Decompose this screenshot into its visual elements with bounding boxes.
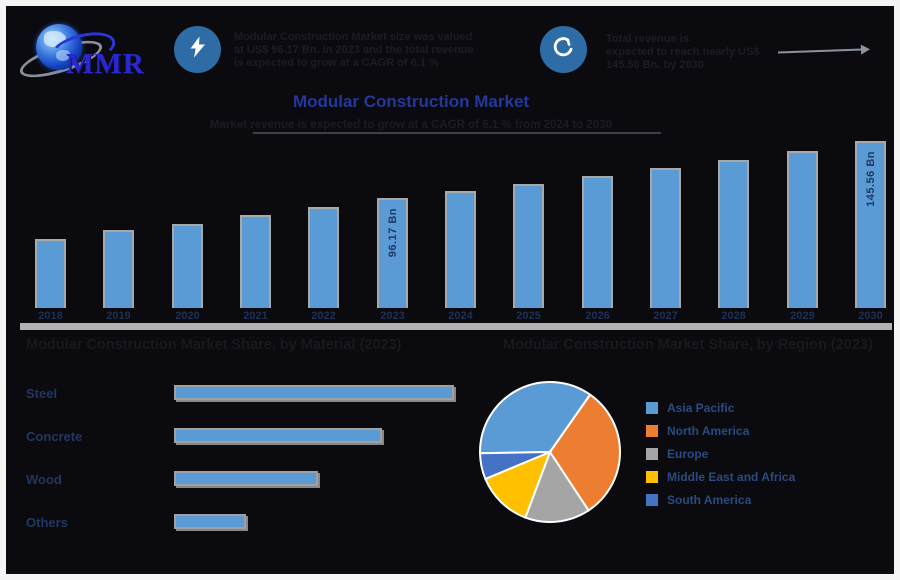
legend-swatch-icon [646, 493, 658, 506]
forecast-line-2: expected to reach nearly US$ [606, 46, 760, 58]
legend-swatch-icon [646, 401, 658, 414]
year-label: 2020 [175, 310, 200, 322]
mmr-logo: MMR [16, 18, 162, 90]
pie-slice-asia-pacific [479, 381, 592, 455]
growth-hook-icon [551, 34, 577, 65]
forecast-line-1: Total revenue is [606, 33, 689, 45]
bar-2022 [308, 207, 339, 308]
page-title: Modular Construction Market [292, 92, 530, 111]
annual-bar-chart: 2018 2019 2020 2021 2022 96.17 Bn 2023 2024 2025… [35, 136, 886, 322]
section-divider [20, 323, 892, 330]
bar-2027 [650, 168, 681, 308]
material-row-wood: Wood [26, 471, 466, 491]
market-size-text: Modular Construction Market size was val… [234, 31, 514, 70]
bar-2021 [240, 215, 271, 308]
legend-item-north-america: North America [646, 419, 795, 442]
market-size-line-2: at US$ 96.17 Bn. in 2023 and the total r… [234, 44, 474, 56]
legend-label: South America [667, 492, 752, 507]
year-label: 2028 [721, 310, 746, 322]
logo-text: MMR [66, 48, 145, 80]
year-label: 2026 [585, 310, 610, 322]
bar-2026 [582, 176, 613, 308]
region-pie-chart [475, 377, 625, 527]
bar-2025 [513, 184, 544, 308]
material-label: Concrete [26, 429, 83, 444]
year-label: 2027 [653, 310, 678, 322]
material-bar [174, 385, 454, 400]
bar-value-label: 145.56 Bn [864, 151, 877, 207]
legend-item-middle-east-and-africa: Middle East and Africa [646, 465, 795, 488]
pie-icon [478, 381, 621, 523]
year-label: 2018 [38, 310, 63, 322]
material-bar [174, 471, 318, 486]
legend-label: Middle East and Africa [667, 469, 796, 484]
year-label: 2023 [380, 310, 405, 322]
market-size-line-3: is expected to grow at a CAGR of 6.1 % [234, 57, 439, 69]
bar-2018 [35, 239, 66, 308]
material-bar [174, 428, 382, 443]
legend-item-south-america: South America [646, 488, 795, 511]
material-bar [174, 514, 246, 529]
year-label: 2030 [858, 310, 883, 322]
legend-swatch-icon [646, 470, 658, 483]
material-label: Others [26, 515, 68, 530]
pie-slice-south-america [478, 451, 551, 481]
bar-2028 [718, 160, 749, 308]
year-label: 2019 [106, 310, 131, 322]
material-row-others: Others [26, 514, 466, 534]
forecast-bullet [540, 26, 587, 73]
year-label: 2025 [516, 310, 541, 322]
pie-slice-europe [524, 449, 590, 523]
legend-label: North America [667, 423, 750, 438]
bar-2020 [172, 224, 203, 308]
page-subtitle: Market revenue is expected to grow at a … [209, 119, 612, 131]
legend-item-asia-pacific: Asia Pacific [646, 396, 795, 419]
forecast-text: Total revenue is expected to reach nearl… [606, 33, 816, 72]
pie-slice-middle-east-and-africa [484, 450, 552, 519]
forecast-line-3: 145.56 Bn. by 2030 [606, 59, 704, 71]
bar-2030: 145.56 Bn [855, 141, 886, 308]
year-label: 2024 [448, 310, 473, 322]
market-size-line-1: Modular Construction Market size was val… [234, 31, 473, 43]
material-chart-title: Modular Construction Market Share, by Ma… [26, 337, 402, 353]
material-bar-chart: Steel Concrete Wood Others [26, 372, 466, 542]
material-row-concrete: Concrete [26, 428, 466, 448]
region-chart-title: Modular Construction Market Share, by Re… [503, 337, 873, 353]
year-label: 2022 [311, 310, 336, 322]
material-label: Wood [26, 472, 62, 487]
lightning-icon [186, 35, 210, 64]
top-gridline [253, 132, 661, 134]
bar-2023: 96.17 Bn [377, 198, 408, 308]
year-label: 2021 [243, 310, 268, 322]
pie-slice-north-america [548, 393, 621, 512]
bar-2019 [103, 230, 134, 308]
legend-label: Europe [667, 446, 709, 461]
market-size-bullet [174, 26, 221, 73]
legend-label: Asia Pacific [667, 400, 735, 415]
legend-swatch-icon [646, 447, 658, 460]
bar-2029 [787, 151, 818, 308]
title-block: Modular Construction Market Market reven… [59, 92, 763, 131]
legend-item-europe: Europe [646, 442, 795, 465]
region-legend: Asia Pacific North America Europe Middle Ea… [646, 396, 795, 511]
bar-value-label: 96.17 Bn [386, 208, 399, 258]
year-label: 2029 [790, 310, 815, 322]
bar-2024 [445, 191, 476, 308]
material-label: Steel [26, 386, 58, 401]
legend-swatch-icon [646, 424, 658, 437]
material-row-steel: Steel [26, 385, 466, 405]
globe-icon [36, 24, 82, 70]
